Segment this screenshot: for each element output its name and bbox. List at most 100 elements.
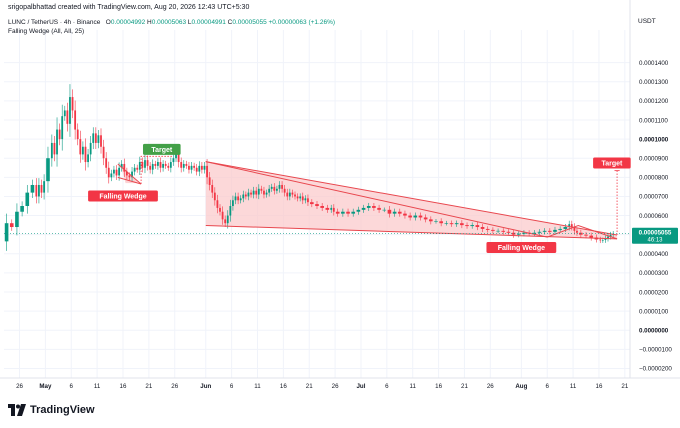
- candle-up: [25, 192, 30, 206]
- y-tick-label: 0.0000000: [639, 328, 669, 335]
- candle-down: [84, 146, 87, 163]
- x-tick-label: 26: [487, 383, 494, 390]
- currency-label[interactable]: USDT: [638, 18, 656, 25]
- candle-up: [257, 188, 260, 195]
- x-tick-label: 26: [171, 383, 178, 390]
- falling-wedge1-label[interactable]: Falling Wedge: [99, 194, 146, 201]
- candle-down: [100, 135, 102, 147]
- candle-down: [294, 194, 296, 197]
- candle-up: [232, 200, 234, 206]
- candle-up: [607, 236, 609, 239]
- candle-up: [444, 223, 449, 224]
- y-tick-label: 0.0001000: [639, 136, 669, 143]
- candle-down: [58, 129, 61, 140]
- candle-down: [576, 230, 578, 233]
- chart-credit: srigopalbhattad created with TradingView…: [8, 4, 250, 11]
- candle-up: [15, 211, 19, 228]
- falling-wedge2-label[interactable]: Falling Wedge: [498, 245, 545, 252]
- candle-down: [136, 167, 139, 170]
- candle-down: [372, 206, 376, 208]
- candle-up: [56, 129, 58, 155]
- y-tick-label: −0.0000100: [639, 347, 672, 354]
- candle-up: [356, 209, 361, 212]
- candle-up: [601, 240, 604, 241]
- candle-down: [491, 229, 495, 231]
- candle-down: [480, 227, 485, 229]
- y-tick-label: 0.0000300: [639, 270, 669, 277]
- candle-down: [237, 196, 240, 201]
- current-price-badge[interactable]: [632, 227, 678, 244]
- low-value: 0.00004991: [191, 19, 226, 26]
- candle-up: [434, 221, 438, 222]
- target2-label-bg[interactable]: [593, 157, 631, 169]
- x-tick-label: 16: [435, 383, 442, 390]
- target2-label[interactable]: Target: [601, 161, 623, 168]
- candle-down: [206, 165, 208, 178]
- candle-up: [50, 142, 53, 159]
- candle-up: [182, 163, 185, 168]
- candle-up: [242, 194, 245, 199]
- candle-up: [203, 165, 206, 170]
- falling-wedge2-label-bg[interactable]: [486, 241, 557, 253]
- wedge-upper-trendline: [205, 161, 618, 236]
- candle-up: [392, 211, 397, 214]
- candle-up: [38, 184, 40, 197]
- y-tick-label: 0.0000700: [639, 194, 669, 201]
- candle-up: [568, 224, 571, 228]
- target1-label[interactable]: Target: [151, 147, 173, 154]
- symbol-name[interactable]: LUNC / TetherUS · 4h · Binance: [8, 19, 101, 26]
- candle-down: [208, 177, 211, 185]
- x-tick-label: 16: [120, 383, 127, 390]
- candle-up: [239, 198, 242, 201]
- candle-up: [118, 167, 121, 176]
- candle-down: [164, 163, 167, 166]
- candle-down: [465, 225, 469, 227]
- candle-up: [234, 196, 237, 201]
- candle-up: [558, 228, 562, 230]
- candle-up: [537, 231, 542, 233]
- candle-down: [125, 171, 128, 176]
- candle-up: [351, 211, 356, 214]
- candle-down: [547, 230, 552, 232]
- falling-wedge1-label-bg[interactable]: [88, 190, 158, 202]
- candle-down: [79, 139, 82, 155]
- tradingview-footer[interactable]: TradingView: [8, 404, 95, 416]
- candle-down: [193, 165, 196, 168]
- candle-up: [92, 133, 95, 143]
- candle-down: [320, 206, 324, 208]
- candle-up: [609, 234, 612, 237]
- candle-down: [439, 221, 443, 224]
- y-tick-label: 0.0000200: [639, 289, 669, 296]
- candle-down: [71, 97, 74, 111]
- candle-down: [213, 192, 216, 201]
- candle-down: [301, 196, 304, 201]
- candle-down: [475, 225, 480, 228]
- high-value: 0.00005063: [151, 19, 187, 26]
- candle-up: [43, 181, 46, 193]
- candle-down: [180, 162, 183, 168]
- y-tick-label: 0.0000600: [639, 213, 669, 220]
- x-tick-label: 11: [254, 383, 261, 390]
- target1-label-bg[interactable]: [142, 143, 181, 155]
- x-tick-label: 6: [385, 383, 389, 390]
- candle-up: [144, 160, 146, 168]
- candle-down: [188, 165, 190, 170]
- candle-down: [66, 110, 69, 124]
- candle-up: [275, 188, 278, 191]
- x-tick-label: May: [39, 383, 52, 390]
- candle-down: [200, 165, 203, 170]
- candle-down: [102, 146, 105, 159]
- candle-down: [221, 211, 224, 220]
- x-tick-label: 21: [461, 383, 468, 390]
- x-tick-label: 16: [596, 383, 603, 390]
- candle-down: [403, 213, 407, 216]
- x-tick-label: 11: [409, 383, 416, 390]
- x-tick-label: 21: [145, 383, 152, 390]
- candle-down: [123, 163, 126, 172]
- candle-up: [341, 211, 345, 214]
- indicator-legend[interactable]: Falling Wedge (All, All, 25): [8, 28, 85, 35]
- y-tick-label: 0.0000400: [639, 251, 669, 258]
- candle-up: [87, 154, 89, 163]
- candle-up: [304, 198, 307, 201]
